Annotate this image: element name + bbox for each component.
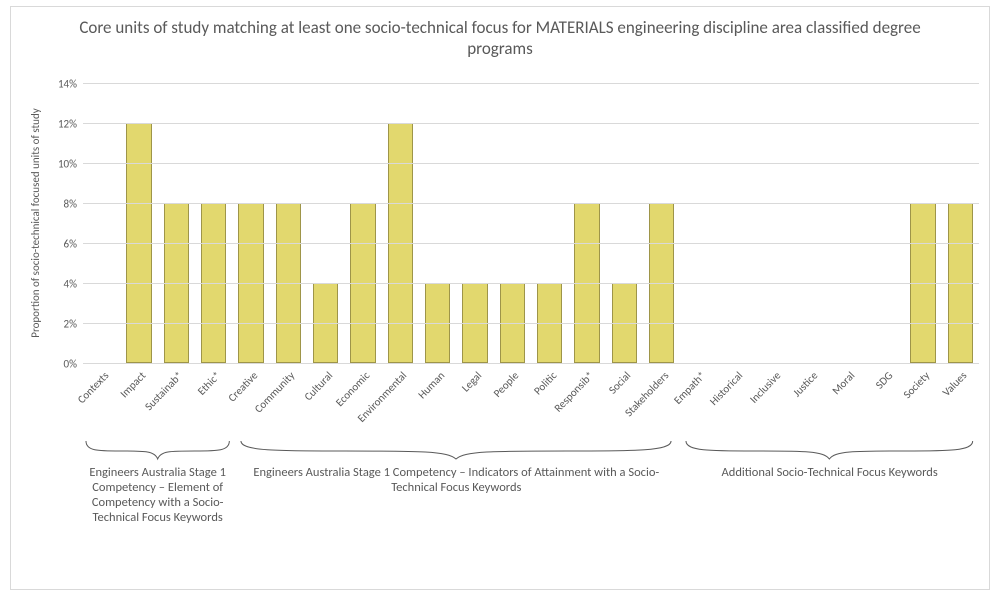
x-tick-label: Cultural (301, 369, 335, 403)
bar-slot (382, 83, 419, 363)
x-tick-label: Impact (117, 369, 148, 400)
bar-slot (792, 83, 829, 363)
x-tick-label: People (491, 369, 522, 400)
y-tick-label: 0% (64, 358, 77, 371)
category-groups: Engineers Australia Stage 1 Competency –… (83, 439, 979, 585)
y-tick-label: 12% (58, 118, 77, 131)
category-group: Engineers Australia Stage 1 Competency –… (83, 439, 232, 525)
gridline: 2% (83, 323, 979, 324)
x-tick-label: Social (606, 369, 633, 397)
x-tick-label: Contexts (75, 369, 111, 406)
gridline: 6% (83, 243, 979, 244)
bar-slot (867, 83, 904, 363)
bar-slot (606, 83, 643, 363)
bar-slot (568, 83, 605, 363)
bar-slot (755, 83, 792, 363)
brace-icon (83, 439, 232, 463)
y-axis-title: Proportion of socio-technical focused un… (29, 83, 49, 363)
bar-slot (680, 83, 717, 363)
bar-slot (195, 83, 232, 363)
category-group: Engineers Australia Stage 1 Competency –… (232, 439, 680, 495)
group-label: Engineers Australia Stage 1 Competency –… (232, 463, 680, 495)
bar-slot (307, 83, 344, 363)
y-tick-label: 4% (64, 278, 77, 291)
gridline: 8% (83, 203, 979, 204)
bar-slot (83, 83, 120, 363)
plot-area: 0%2%4%6%8%10%12%14% (83, 83, 979, 363)
y-tick-label: 14% (58, 78, 77, 91)
x-tick-label: SDG (873, 369, 895, 392)
bar-slot (830, 83, 867, 363)
group-label: Additional Socio-Technical Focus Keyword… (680, 463, 979, 480)
bar-slot (344, 83, 381, 363)
bar-slot (494, 83, 531, 363)
bar-slot (942, 83, 979, 363)
gridline: 10% (83, 163, 979, 164)
x-tick-label: Politic (531, 369, 559, 398)
bar-slot (718, 83, 755, 363)
x-tick-label: Ethic* (195, 369, 223, 398)
gridline: 12% (83, 123, 979, 124)
bar-slot (158, 83, 195, 363)
brace-icon (680, 439, 979, 463)
bar-slot (456, 83, 493, 363)
bars-row (83, 83, 979, 363)
category-group: Additional Socio-Technical Focus Keyword… (680, 439, 979, 480)
bar-slot (643, 83, 680, 363)
y-tick-label: 6% (64, 238, 77, 251)
x-tick-label: Justice (790, 369, 820, 399)
x-tick-label: Moral (830, 369, 858, 397)
gridline: 4% (83, 283, 979, 284)
bar-slot (120, 83, 157, 363)
x-tick-label: Legal (459, 369, 484, 394)
x-tick-label: Human (415, 369, 447, 401)
x-tick-label: Society (901, 369, 933, 401)
bar-slot (419, 83, 456, 363)
gridline: 14% (83, 83, 979, 84)
bar-slot (531, 83, 568, 363)
bar-slot (232, 83, 269, 363)
chart-title: Core units of study matching at least on… (11, 7, 989, 66)
bar-slot (904, 83, 941, 363)
bar-slot (270, 83, 307, 363)
y-tick-label: 8% (64, 198, 77, 211)
brace-icon (232, 439, 680, 463)
y-tick-label: 10% (58, 158, 77, 171)
y-tick-label: 2% (64, 318, 77, 331)
chart-container: Core units of study matching at least on… (10, 6, 990, 590)
x-tick-label: Values (940, 369, 969, 399)
group-label: Engineers Australia Stage 1 Competency –… (83, 463, 232, 525)
